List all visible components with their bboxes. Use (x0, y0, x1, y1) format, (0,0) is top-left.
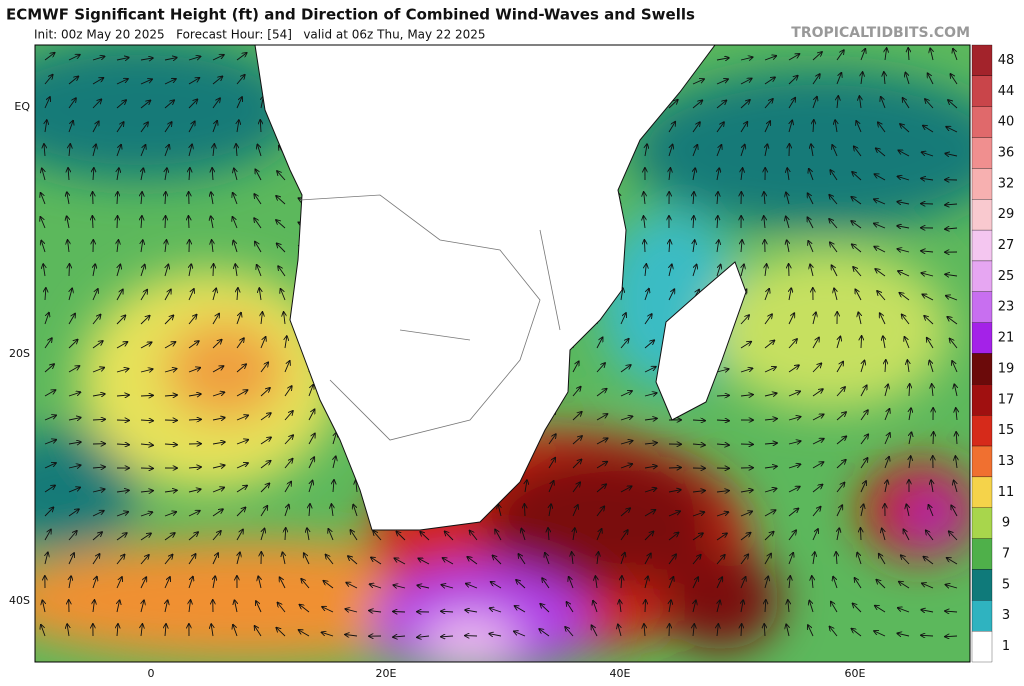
colorbar-label: 15 (998, 423, 1015, 438)
colorbar-label: 27 (998, 238, 1015, 253)
colorbar-label: 48 (998, 53, 1015, 68)
colorbar-swatch (972, 569, 992, 600)
lon-label: 20E (376, 667, 397, 680)
colorbar-label: 23 (998, 300, 1015, 315)
arrow (741, 624, 742, 636)
arrow (860, 528, 861, 540)
colorbar-swatch (972, 230, 992, 261)
colorbar-swatch (972, 539, 992, 570)
lon-label: 40E (610, 667, 631, 680)
colorbar-label: 13 (998, 454, 1015, 469)
colorbar: 48 44 40 36 32 29 27 25 23 21 19 17 15 13 11 9 7 5 3 1 (972, 45, 1014, 662)
arrow (213, 264, 214, 276)
colorbar-swatch (972, 168, 992, 199)
title: ECMWF Significant Height (ft) and Direct… (6, 6, 695, 24)
lat-label: 20S (9, 347, 30, 360)
arrow (188, 216, 189, 228)
colorbar-label: 11 (998, 485, 1015, 500)
colorbar-label: 36 (998, 145, 1015, 160)
colorbar-swatch (972, 76, 992, 107)
colorbar-swatch (972, 45, 992, 76)
colorbar-swatch (972, 354, 992, 385)
colorbar-label: 19 (998, 361, 1015, 376)
watermark: TROPICALTIDBITS.COM (791, 25, 970, 41)
colorbar-label: 21 (998, 331, 1015, 346)
colorbar-swatch (972, 600, 992, 631)
colorbar-swatch (972, 138, 992, 169)
colorbar-label: 7 (1002, 547, 1010, 562)
colorbar-swatch (972, 631, 992, 662)
lat-label: 40S (9, 594, 30, 607)
colorbar-label: 25 (998, 269, 1015, 284)
arrow (141, 395, 153, 396)
colorbar-label: 5 (1002, 577, 1010, 592)
colorbar-label: 32 (998, 176, 1015, 191)
colorbar-swatch (972, 261, 992, 292)
lon-label: 60E (845, 667, 866, 680)
arrow (165, 216, 166, 228)
colorbar-label: 44 (998, 84, 1015, 99)
arrow (861, 336, 862, 348)
colorbar-label: 9 (1002, 516, 1010, 531)
colorbar-swatch (972, 477, 992, 508)
arrow (645, 600, 646, 612)
colorbar-label: 40 (998, 115, 1015, 130)
subtitle: Init: 00z May 20 2025 Forecast Hour: [54… (34, 28, 486, 42)
arrow (524, 504, 525, 516)
arrow (92, 216, 93, 228)
colorbar-swatch (972, 415, 992, 446)
colorbar-swatch (972, 446, 992, 477)
colorbar-swatch (972, 107, 992, 138)
colorbar-swatch (972, 508, 992, 539)
arrow (117, 216, 118, 228)
colorbar-swatch (972, 292, 992, 323)
map (0, 40, 1010, 675)
colorbar-swatch (972, 323, 992, 354)
colorbar-label: 1 (1002, 639, 1010, 654)
arrow (669, 467, 681, 468)
colorbar-label: 3 (1002, 608, 1010, 623)
colorbar-swatch (972, 199, 992, 230)
colorbar-label: 17 (998, 392, 1015, 407)
colorbar-label: 29 (998, 207, 1015, 222)
colorbar-swatch (972, 384, 992, 415)
lon-label: 0 (148, 667, 155, 680)
arrow (644, 240, 645, 252)
lat-label: EQ (14, 100, 30, 113)
